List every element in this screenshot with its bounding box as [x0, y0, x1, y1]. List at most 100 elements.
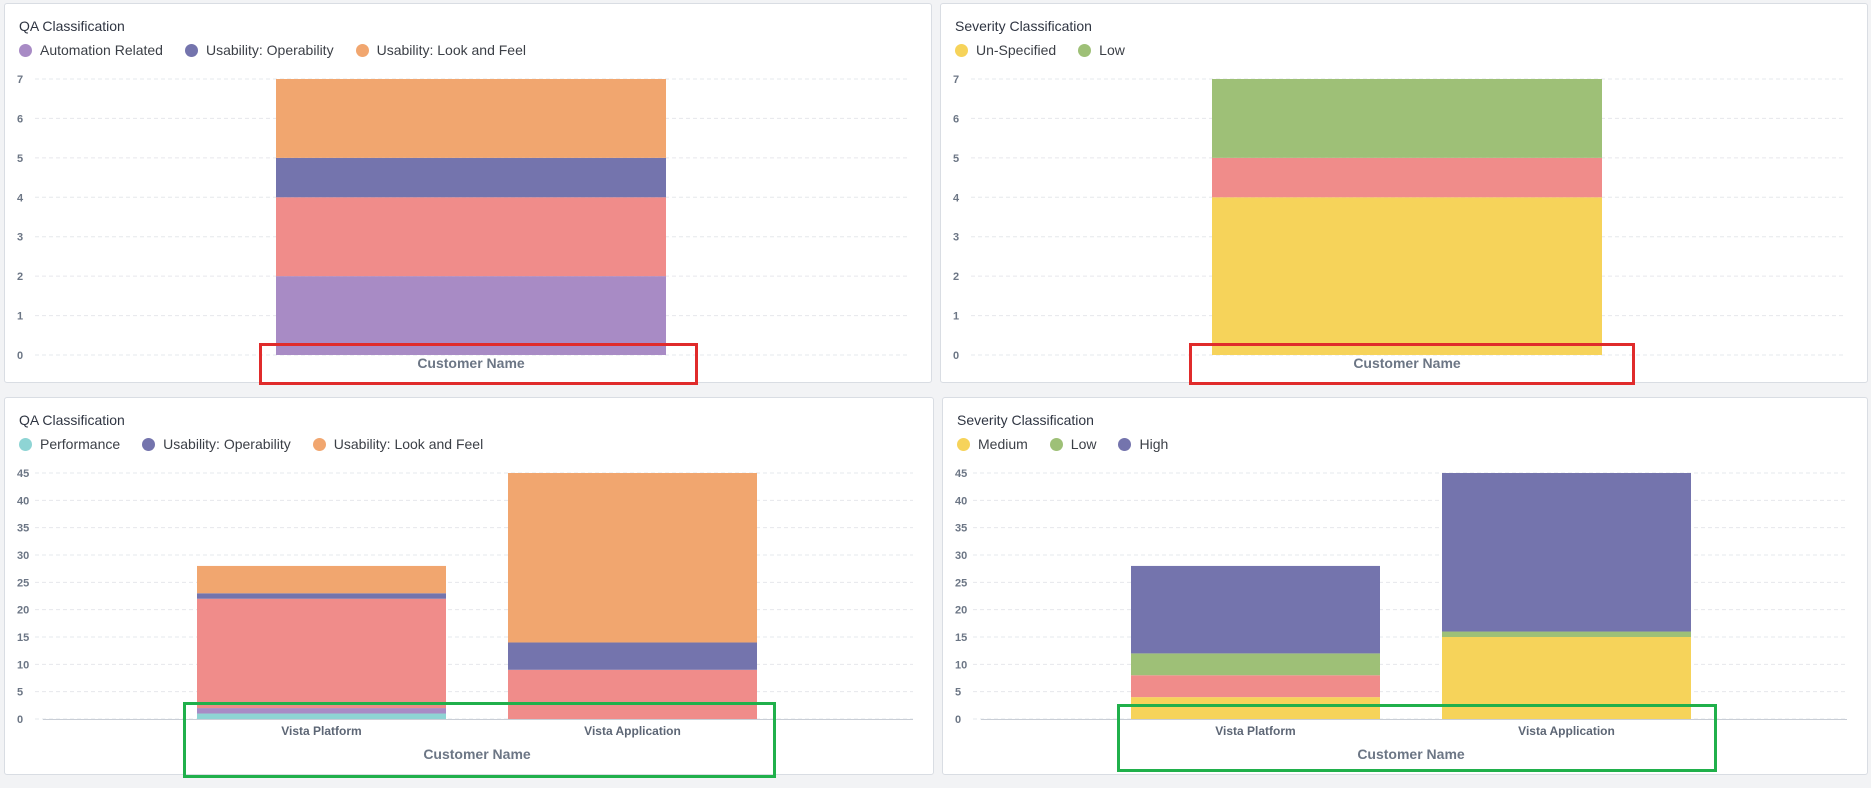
legend-swatch: [184, 43, 198, 57]
qa-classification-panel-bottom: QA Classification Performance Usability:…: [4, 397, 934, 775]
bar-segment[interactable]: [276, 157, 666, 198]
legend-swatch: [955, 43, 968, 57]
y-tick-label: 2: [953, 271, 959, 283]
legend-item-performance[interactable]: Performance: [19, 436, 120, 452]
y-tick-label: 25: [17, 577, 29, 589]
x-axis-label: Customer Name: [423, 746, 531, 762]
bar-segment[interactable]: [276, 197, 666, 277]
y-tick-label: 7: [953, 74, 959, 86]
y-tick-label: 1: [17, 311, 23, 323]
y-tick-label: 5: [955, 687, 961, 699]
y-tick-label: 20: [17, 605, 29, 617]
y-tick-label: 5: [17, 687, 23, 699]
bar-segment[interactable]: [1212, 197, 1602, 355]
bar-segment[interactable]: [1212, 79, 1602, 158]
y-tick-label: 0: [955, 714, 961, 726]
y-tick-label: 25: [955, 577, 967, 589]
y-tick-label: 0: [953, 350, 959, 362]
qa-classification-chart-bottom: 0 5 10 15 20 25 30 35 40 45 Vista Platform Vista Ap…: [17, 468, 913, 762]
bar-segment[interactable]: [1131, 675, 1380, 698]
red-highlight-box-left: [259, 343, 698, 385]
legend-swatch: [355, 43, 369, 57]
legend-swatch: [19, 43, 32, 57]
green-highlight-box-left: [183, 702, 776, 778]
legend-swatch: [1118, 437, 1132, 451]
legend-swatch: [19, 437, 32, 451]
severity-classification-chart-top: 0 1 2 3 4 5 6 7 Customer Name: [953, 74, 1846, 371]
legend-item-un-specified[interactable]: Un-Specified: [955, 42, 1056, 58]
legend-swatch: [957, 437, 970, 451]
red-highlight-box-right: [1189, 343, 1635, 385]
x-tick-label: Vista Platform: [1215, 724, 1295, 738]
y-tick-label: 0: [17, 350, 23, 362]
chart-legend: Medium Low High: [957, 436, 1168, 452]
bar-segment[interactable]: [197, 598, 446, 709]
panel-title: QA Classification: [19, 18, 125, 34]
y-tick-label: 15: [17, 632, 29, 644]
y-tick-label: 6: [953, 113, 959, 125]
legend-item-usability-operability[interactable]: Usability: Operability: [184, 42, 334, 58]
legend-item-usability-look-and-feel[interactable]: Usability: Look and Feel: [355, 42, 526, 58]
x-axis-label: Customer Name: [1353, 355, 1461, 371]
bar-segment[interactable]: [508, 642, 757, 670]
y-tick-label: 2: [17, 271, 23, 283]
x-axis-label: Customer Name: [417, 355, 525, 371]
bar-segment[interactable]: [1442, 473, 1691, 632]
legend-swatch: [1049, 437, 1063, 451]
bar-segment[interactable]: [197, 713, 446, 719]
chart-legend: Un-Specified Low: [955, 42, 1125, 58]
y-tick-label: 6: [17, 113, 23, 125]
y-tick-label: 1: [953, 311, 959, 323]
legend-label: Usability: Look and Feel: [376, 42, 526, 58]
legend-item-medium[interactable]: Medium: [957, 436, 1028, 452]
y-tick-label: 30: [17, 550, 29, 562]
y-tick-label: 0: [17, 714, 23, 726]
bar-segment[interactable]: [508, 473, 757, 643]
legend-item-usability-look-and-feel[interactable]: Usability: Look and Feel: [312, 436, 484, 452]
y-tick-label: 5: [953, 153, 959, 165]
y-tick-label: 3: [17, 232, 23, 244]
bar-segment[interactable]: [1131, 565, 1380, 654]
legend-label: Low: [1070, 436, 1097, 452]
y-tick-label: 30: [955, 550, 967, 562]
bar-segment[interactable]: [276, 276, 666, 355]
legend-label: Low: [1099, 42, 1125, 58]
y-tick-label: 4: [953, 192, 960, 204]
chart-legend: Automation Related Usability: Operabilit…: [19, 42, 526, 58]
y-tick-label: 4: [17, 192, 24, 204]
legend-swatch: [1078, 43, 1092, 57]
bar-segment[interactable]: [1131, 697, 1380, 719]
x-tick-label: Vista Application: [1518, 724, 1615, 738]
legend-item-automation-related[interactable]: Automation Related: [19, 42, 163, 58]
legend-label: Usability: Look and Feel: [333, 436, 484, 452]
bar-segment[interactable]: [197, 565, 446, 594]
panel-title: QA Classification: [19, 412, 125, 428]
y-tick-label: 5: [17, 153, 23, 165]
y-tick-label: 40: [17, 495, 29, 507]
severity-classification-panel-bottom: Severity Classification Medium Low High …: [942, 397, 1868, 775]
bar-segment[interactable]: [1131, 653, 1380, 676]
y-tick-label: 7: [17, 74, 23, 86]
bar-segment[interactable]: [1212, 157, 1602, 198]
y-tick-label: 10: [17, 659, 29, 671]
x-tick-label: Vista Application: [584, 724, 681, 738]
legend-label: Performance: [40, 436, 121, 452]
x-axis-label: Customer Name: [1357, 746, 1465, 762]
legend-label: Usability: Operability: [205, 42, 334, 58]
bar-segment[interactable]: [508, 669, 757, 719]
legend-label: Medium: [978, 436, 1028, 452]
legend-item-usability-operability[interactable]: Usability: Operability: [142, 436, 291, 452]
legend-item-low[interactable]: Low: [1049, 436, 1097, 452]
bar-segment[interactable]: [1442, 631, 1691, 637]
legend-label: Un-Specified: [976, 42, 1057, 58]
y-tick-label: 35: [17, 523, 29, 535]
bar-segment[interactable]: [197, 708, 446, 714]
bar-segment[interactable]: [276, 79, 666, 158]
bar-segment[interactable]: [197, 593, 446, 599]
y-tick-label: 40: [955, 495, 967, 507]
legend-item-high[interactable]: High: [1118, 436, 1168, 452]
severity-classification-panel-top: Severity Classification Un-Specified Low…: [940, 3, 1868, 383]
y-tick-label: 35: [955, 523, 967, 535]
legend-item-low[interactable]: Low: [1078, 42, 1125, 58]
legend-swatch: [142, 437, 156, 451]
